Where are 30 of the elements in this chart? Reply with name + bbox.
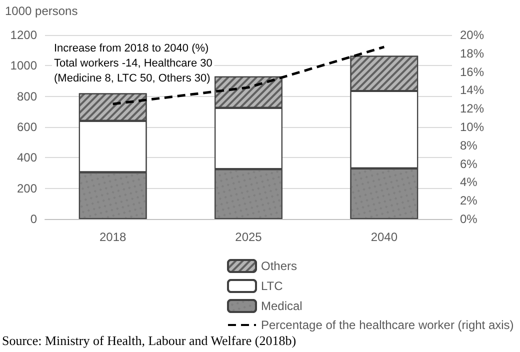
source-note: Source: Ministry of Health, Labour and Welfare (2018b) [2, 333, 296, 348]
y-tick-label: 1000 [10, 58, 38, 73]
y2-tick-label: 8% [460, 138, 478, 152]
y-tick-label: 200 [16, 181, 38, 196]
legend-label: Percentage of the healthcare worker (right axis) [261, 318, 514, 332]
y2-tick-label: 0% [460, 212, 478, 226]
y-tick-label: 600 [16, 120, 38, 134]
y-tick-label: 400 [16, 150, 38, 165]
y2-tick-label: 16% [460, 64, 484, 79]
annotation: Total workers -14, Healthcare 30 [54, 58, 212, 70]
y-axis-title: 1000 persons [5, 4, 78, 18]
y2-tick-label: 10% [460, 120, 484, 134]
legend-label: Medical [261, 299, 302, 313]
y2-tick-label: 12% [460, 102, 484, 116]
y-tick-label: 1200 [10, 28, 38, 42]
y2-tick-label: 4% [460, 175, 478, 190]
x-tick-label: 2025 [235, 230, 262, 244]
y2-tick-label: 2% [460, 194, 478, 208]
x-tick-label: 2040 [370, 230, 398, 244]
y2-tick-label: 14% [460, 83, 484, 98]
annotation: (Medicine 8, LTC 50, Others 30) [54, 72, 210, 84]
x-tick-label: 2018 [99, 230, 127, 244]
y2-tick-label: 6% [460, 156, 478, 171]
y-tick-label: 0 [30, 212, 38, 226]
y2-tick-label: 18% [460, 46, 484, 60]
y-tick-label: 800 [16, 89, 38, 104]
annotation: Increase from 2018 to 2040 (%) [54, 42, 209, 54]
y2-tick-label: 20% [460, 28, 484, 42]
legend-label: LTC [261, 279, 284, 293]
legend-label: Others [261, 259, 298, 273]
